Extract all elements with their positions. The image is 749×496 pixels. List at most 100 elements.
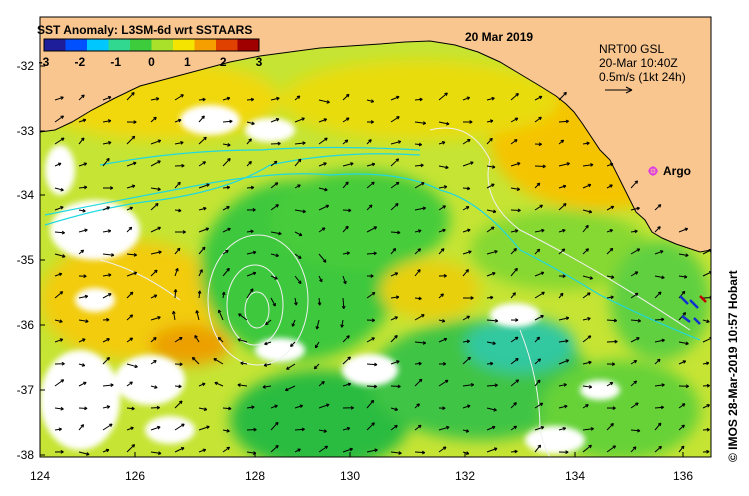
velocity-arrow (534, 248, 541, 255)
velocity-arrow (78, 294, 89, 299)
y-tick-label: -36 (17, 318, 35, 332)
velocity-arrow (126, 271, 138, 277)
y-tick-label: -33 (17, 124, 35, 138)
velocity-arrow (510, 117, 519, 123)
velocity-arrow (246, 185, 255, 190)
velocity-arrow (342, 208, 352, 213)
velocity-arrow (78, 137, 85, 145)
velocity-arrow (318, 403, 330, 409)
velocity-arrow (217, 309, 224, 321)
velocity-arrow (486, 407, 497, 412)
velocity-arrow (678, 360, 687, 365)
velocity-arrow (78, 363, 86, 367)
velocity-arrow (126, 291, 134, 299)
velocity-arrow (78, 319, 89, 323)
velocity-arrow (582, 444, 592, 453)
velocity-arrow (150, 316, 161, 321)
velocity-arrow (366, 384, 378, 389)
velocity-arrow (150, 425, 161, 431)
velocity-arrow (702, 427, 710, 432)
velocity-arrow (198, 425, 210, 431)
velocity-arrow (317, 297, 322, 306)
velocity-arrow (270, 444, 279, 453)
x-tick-label: 128 (245, 469, 265, 483)
velocity-arrow (174, 163, 185, 168)
velocity-arrow (246, 207, 256, 212)
velocity-arrow (54, 137, 65, 145)
velocity-arrow (414, 378, 423, 387)
velocity-arrow (582, 275, 594, 280)
velocity-arrow (246, 250, 257, 255)
velocity-arrow (102, 405, 111, 409)
velocity-arrow (174, 267, 179, 277)
velocity-arrow (102, 157, 110, 167)
velocity-arrow (678, 341, 689, 346)
velocity-arrow (318, 162, 327, 167)
colorbar-tick-label: 3 (256, 55, 263, 69)
velocity-arrow (582, 360, 592, 365)
velocity-arrow (102, 273, 112, 277)
velocity-arrow (678, 403, 686, 409)
velocity-arrow (270, 182, 279, 189)
velocity-arrow (78, 274, 87, 279)
velocity-arrow (102, 96, 112, 101)
velocity-arrow (486, 165, 496, 169)
velocity-arrow (510, 187, 521, 191)
velocity-arrow (558, 184, 567, 189)
velocity-arrow (390, 316, 398, 321)
velocity-arrow (414, 269, 421, 277)
velocity-arrow (534, 379, 541, 387)
velocity-arrow (534, 358, 541, 365)
velocity-arrow (126, 120, 137, 124)
velocity-arrow (438, 141, 446, 145)
velocity-arrow (246, 427, 257, 432)
velocity-arrow (606, 381, 614, 387)
velocity-arrow (150, 360, 157, 365)
velocity-arrow (150, 250, 162, 255)
velocity-arrow (54, 206, 64, 211)
velocity-arrow (558, 404, 568, 409)
velocity-arrow (462, 138, 471, 145)
x-tick-label: 132 (455, 469, 475, 483)
velocity-arrow (214, 381, 224, 387)
velocity-arrow (390, 272, 399, 277)
velocity-arrow (174, 384, 182, 389)
velocity-arrow (54, 272, 63, 277)
velocity-arrow (102, 317, 110, 322)
velocity-arrow (486, 295, 494, 300)
velocity-arrow (173, 289, 178, 299)
x-tick-label: 130 (340, 469, 360, 483)
velocity-arrow (318, 204, 330, 211)
velocity-arrow (654, 383, 665, 387)
velocity-arrow (534, 228, 545, 233)
velocity-arrow (462, 404, 471, 409)
colorbar-cell (237, 39, 260, 51)
velocity-arrow (284, 385, 296, 392)
colorbar: -3 -2 -1 0 1 2 3 (39, 38, 263, 69)
velocity-arrow (462, 228, 471, 233)
colorbar-cell (194, 39, 217, 51)
velocity-arrow (366, 399, 375, 409)
velocity-arrow (313, 363, 320, 370)
velocity-arrows (54, 91, 711, 456)
velocity-arrow (342, 447, 353, 453)
velocity-arrow (366, 120, 374, 124)
velocity-arrow (126, 184, 136, 189)
velocity-arrow (150, 269, 158, 277)
velocity-arrow (198, 115, 205, 123)
velocity-arrow (150, 405, 160, 410)
velocity-arrow (342, 93, 350, 101)
velocity-arrow (558, 359, 570, 365)
velocity-arrow (78, 381, 87, 387)
y-tick-label: -34 (17, 188, 35, 202)
velocity-arrow (438, 362, 447, 366)
velocity-arrow (534, 291, 545, 299)
velocity-arrow (246, 229, 254, 234)
velocity-arrow (126, 426, 134, 431)
velocity-arrow (606, 275, 615, 279)
colorbar-cell (108, 39, 131, 51)
velocity-arrow (366, 251, 377, 256)
velocity-arrow (462, 356, 471, 365)
velocity-arrow (78, 451, 90, 456)
velocity-arrow (342, 335, 350, 343)
